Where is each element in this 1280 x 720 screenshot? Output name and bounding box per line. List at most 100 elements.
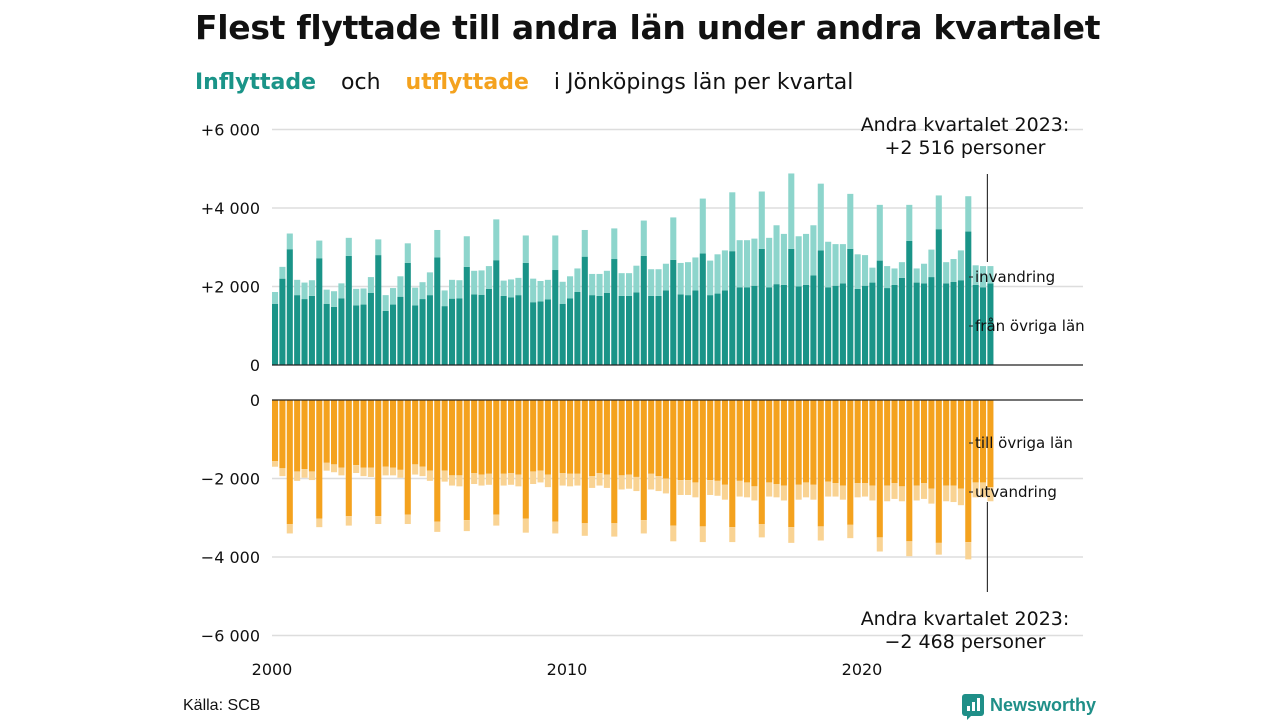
bar-from-other-counties [906,240,913,365]
bar-from-other-counties [987,283,994,365]
bar-emigration [419,466,426,477]
bar-to-other-counties [640,400,647,521]
bar-immigration [876,204,883,261]
bar-immigration [980,266,987,288]
bar-to-other-counties [721,400,728,485]
bar-emigration [744,482,751,498]
bar-emigration [537,470,544,483]
bar-to-other-counties [279,400,286,469]
bar-to-other-counties [832,400,839,484]
bar-emigration [928,488,935,504]
series-label-till-ovriga-lan: till övriga län [975,434,1073,452]
bar-emigration [707,480,714,495]
bar-to-other-counties [353,400,360,466]
bar-to-other-counties [485,400,492,474]
y-tick-label: −2 000 [201,470,260,489]
bar-immigration [987,266,994,284]
bar-to-other-counties [404,400,411,515]
bar-immigration [891,268,898,285]
bar-immigration [559,281,566,304]
bar-to-other-counties [921,400,928,484]
bar-immigration [766,237,773,288]
bar-emigration [323,462,330,471]
bar-emigration [817,526,824,541]
bar-immigration [316,240,323,259]
bar-from-other-counties [375,255,382,365]
bar-to-other-counties [862,400,869,484]
bar-emigration [987,487,994,502]
bar-to-other-counties [780,400,787,486]
bar-to-other-counties [825,400,832,482]
bar-immigration [935,195,942,230]
annotation-top-value: +2 516 personer [885,137,1046,159]
bar-immigration [353,288,360,306]
bar-immigration [832,244,839,286]
bar-emigration [493,514,500,526]
bar-to-other-counties [972,400,979,483]
bar-immigration [331,291,338,307]
bar-to-other-counties [692,400,699,483]
bar-emigration [648,473,655,490]
bar-from-other-counties [825,287,832,365]
bar-immigration [441,290,448,307]
bar-to-other-counties [515,400,522,475]
bar-to-other-counties [670,400,677,526]
bar-immigration [788,173,795,249]
bar-immigration [308,280,315,296]
x-tick-label: 2000 [252,660,293,679]
chart-title: Flest flyttade till andra län under andr… [195,8,1101,47]
bar-from-other-counties [699,253,706,365]
bar-to-other-counties [559,400,566,474]
bar-to-other-counties [589,400,596,477]
bar-to-other-counties [471,400,478,474]
bar-from-other-counties [980,287,987,365]
bar-emigration [463,520,470,532]
bar-to-other-counties [950,400,957,486]
bar-from-other-counties [891,284,898,365]
bar-to-other-counties [316,400,323,519]
bar-from-other-counties [382,310,389,365]
bar-immigration [449,279,456,299]
bar-to-other-counties [876,400,883,538]
source-label: Källa: SCB [183,697,261,714]
bar-to-other-counties [574,400,581,474]
bar-immigration [957,250,964,281]
bar-from-other-counties [301,299,308,365]
bar-emigration [736,480,743,497]
bar-to-other-counties [677,400,684,481]
bar-from-other-counties [670,259,677,365]
bar-emigration [935,542,942,555]
bar-to-other-counties [537,400,544,471]
y-tick-label: −4 000 [201,548,260,567]
bar-immigration [685,262,692,296]
bar-immigration [581,229,588,257]
bar-to-other-counties [522,400,529,519]
bar-immigration [825,241,832,288]
bar-to-other-counties [286,400,293,525]
bar-from-other-counties [500,295,507,365]
bar-immigration [714,254,721,294]
bar-to-other-counties [869,400,876,486]
bar-to-other-counties [744,400,751,483]
bar-to-other-counties [685,400,692,481]
bar-immigration [847,193,854,249]
bar-from-other-counties [279,278,286,365]
bar-emigration [640,520,647,534]
bar-emigration [729,527,736,543]
bar-from-other-counties [714,293,721,365]
bar-emigration [832,483,839,497]
bar-from-other-counties [869,282,876,365]
bar-to-other-counties [655,400,662,477]
bar-from-other-counties [928,277,935,365]
bar-immigration [803,233,810,285]
bar-emigration [714,480,721,496]
bar-immigration [434,229,441,258]
brand: Newsworthy [962,694,1096,720]
bar-emigration [633,476,640,492]
bar-emigration [670,525,677,542]
bar-emigration [581,523,588,536]
bar-from-other-counties [810,275,817,365]
bar-emigration [567,473,574,487]
bar-to-other-counties [943,400,950,486]
bar-to-other-counties [338,400,345,468]
